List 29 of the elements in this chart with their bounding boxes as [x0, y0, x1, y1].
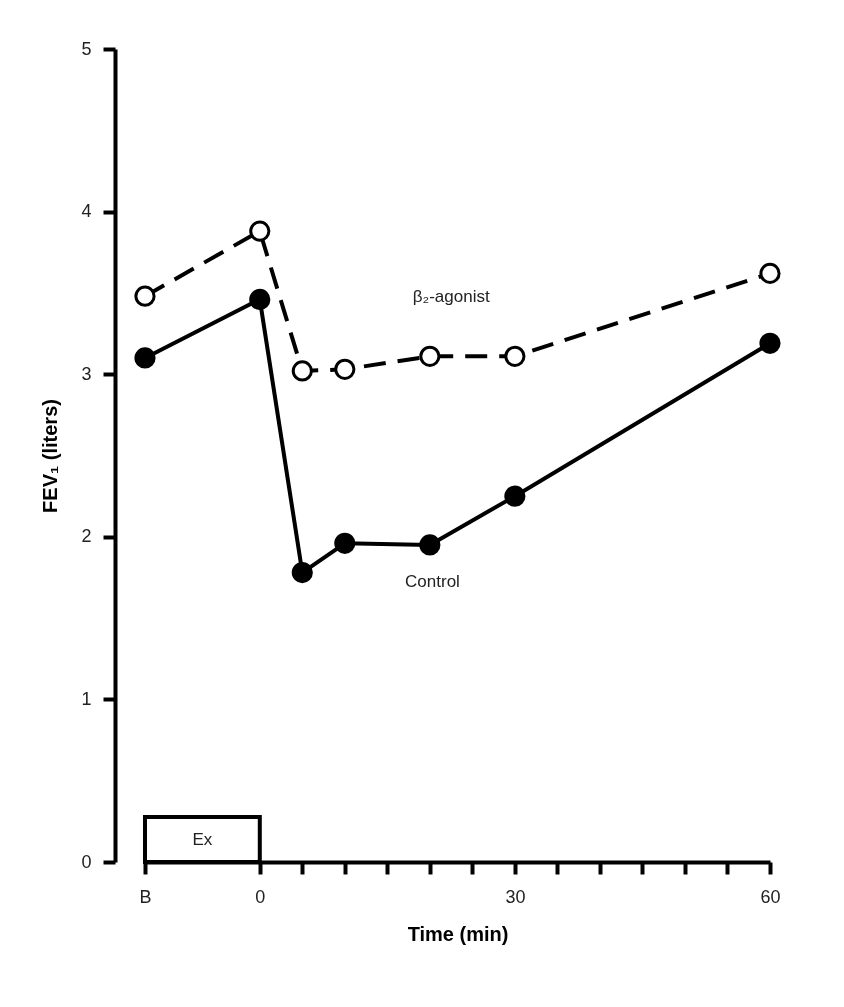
point [249, 220, 271, 242]
x-axis-title: Time (min) [407, 922, 509, 945]
y-tick-label: 0 [81, 851, 92, 872]
point [419, 534, 441, 556]
text: β₂-agonist [412, 286, 490, 306]
point [334, 358, 356, 380]
x-tick-label: 60 [760, 886, 781, 907]
x-tick-label: B [139, 886, 152, 907]
series-label: Control [405, 571, 460, 591]
point [334, 532, 356, 554]
point [504, 345, 526, 367]
point [134, 285, 156, 307]
y-tick-label: 5 [81, 38, 92, 59]
x-tick-label: 0 [255, 886, 266, 907]
point [759, 332, 781, 354]
band-label: Ex [192, 830, 213, 849]
y-tick-label: 1 [81, 688, 92, 709]
point [249, 288, 271, 310]
point [759, 262, 781, 284]
y-axis-title: FEV₁ (liters) [39, 399, 62, 513]
y-tick-label: 4 [81, 201, 92, 222]
y-tick-label: 3 [81, 363, 92, 384]
point [504, 485, 526, 507]
point [419, 345, 441, 367]
y-tick-label: 2 [81, 526, 92, 547]
point [291, 360, 313, 382]
point [291, 562, 313, 584]
point [134, 347, 156, 369]
x-tick-label: 30 [505, 886, 526, 907]
